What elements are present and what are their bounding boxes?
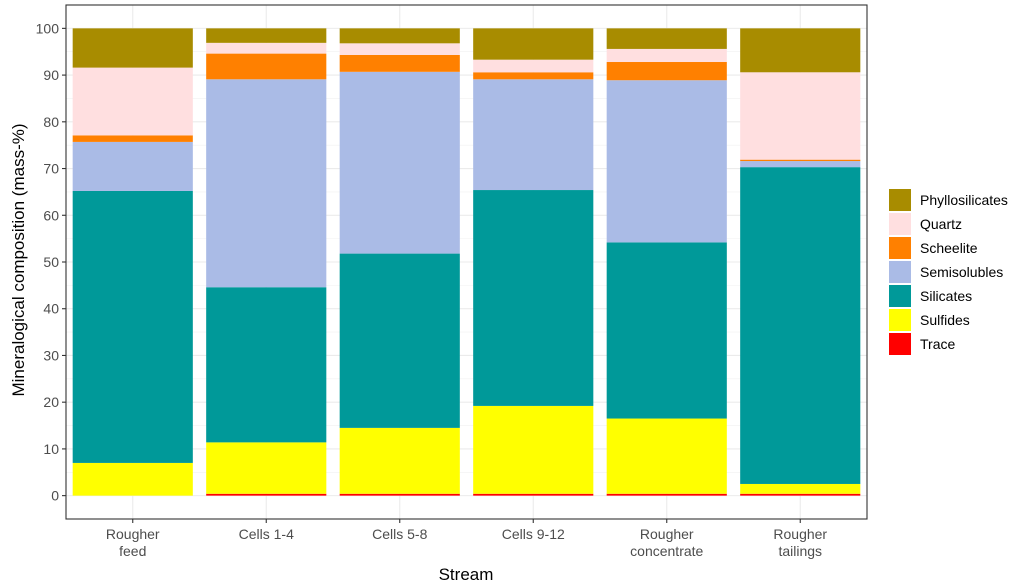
bar-segment-phyllosilicates (72, 28, 193, 68)
y-tick-label: 0 (51, 488, 59, 504)
bar-segment-scheelite (206, 53, 327, 80)
y-tick-label: 90 (43, 67, 59, 83)
bar-segment-semisolubles (473, 79, 594, 191)
bar-segment-semisolubles (339, 71, 460, 254)
legend-label-quartz: Quartz (920, 216, 962, 232)
bar-segment-semisolubles (206, 79, 327, 288)
bar-segment-scheelite (473, 72, 594, 80)
legend-key-semisolubles (889, 261, 911, 283)
bar-segment-silicates (339, 253, 460, 428)
bar-segment-quartz (339, 43, 460, 55)
bar-segment-quartz (72, 67, 193, 136)
legend-label-semisolubles: Semisolubles (920, 264, 1003, 280)
bar-segment-trace (206, 493, 327, 496)
x-tick-label: Rougher concentrate (630, 526, 703, 559)
legend-label-silicates: Silicates (920, 288, 972, 304)
y-tick-label: 70 (43, 161, 59, 177)
y-tick-label: 40 (43, 301, 59, 317)
legend-key-sulfides (889, 309, 911, 331)
bar-segment-sulfides (473, 405, 594, 494)
y-tick-label: 30 (43, 347, 59, 363)
bar-segment-quartz (206, 42, 327, 54)
bar-segment-semisolubles (72, 141, 193, 191)
y-tick-label: 100 (36, 20, 60, 36)
bar-segment-silicates (473, 190, 594, 406)
x-tick-label: Cells 1-4 (239, 526, 294, 542)
bar-segment-sulfides (72, 462, 193, 496)
bar-segment-scheelite (72, 135, 193, 142)
bar-segment-scheelite (339, 54, 460, 72)
y-axis: 0 10 20 30 40 50 60 70 80 90 100 (36, 20, 66, 504)
legend: Phyllosilicates Quartz Scheelite Semisolubl… (889, 189, 1008, 355)
legend-label-sulfides: Sulfides (920, 312, 970, 328)
bar-segment-phyllosilicates (740, 28, 861, 73)
bar-segment-trace (339, 493, 460, 496)
bar-segment-silicates (72, 190, 193, 463)
bar-segment-phyllosilicates (606, 28, 727, 49)
y-tick-label: 20 (43, 394, 59, 410)
y-tick-label: 50 (43, 254, 59, 270)
y-tick-label: 60 (43, 207, 59, 223)
legend-key-silicates (889, 285, 911, 307)
y-tick-label: 80 (43, 114, 59, 130)
x-tick-label: Rougher feed (106, 526, 160, 559)
bar-segment-phyllosilicates (206, 28, 327, 43)
bars (72, 28, 861, 496)
legend-key-phyllosilicates (889, 189, 911, 211)
bar-segment-sulfides (740, 483, 861, 494)
bar-segment-phyllosilicates (473, 28, 594, 60)
x-tick-label: Cells 9-12 (502, 526, 565, 542)
bar-segment-semisolubles (606, 80, 727, 243)
legend-key-trace (889, 333, 911, 355)
x-tick-label: Cells 5-8 (372, 526, 427, 542)
bar-segment-quartz (740, 72, 861, 160)
x-tick-label: Rougher tailings (773, 526, 827, 559)
bar-segment-trace (606, 493, 727, 496)
bar-segment-trace (473, 493, 594, 496)
x-axis: Rougher feed Cells 1-4 Cells 5-8 Cells 9-12 R… (106, 519, 827, 559)
bar-segment-scheelite (740, 159, 861, 162)
bar-segment-semisolubles (740, 161, 861, 168)
x-axis-title: Stream (439, 565, 494, 584)
bar-segment-phyllosilicates (339, 28, 460, 44)
legend-key-scheelite (889, 237, 911, 259)
bar-segment-silicates (606, 242, 727, 419)
legend-label-scheelite: Scheelite (920, 240, 978, 256)
bar-segment-quartz (473, 59, 594, 73)
bar-segment-sulfides (606, 418, 727, 494)
bar-segment-sulfides (206, 442, 327, 494)
legend-label-phyllosilicates: Phyllosilicates (920, 192, 1008, 208)
bar-segment-scheelite (606, 62, 727, 81)
bar-segment-trace (740, 493, 861, 496)
bar-segment-silicates (740, 167, 861, 484)
bar-segment-quartz (606, 48, 727, 63)
y-tick-label: 10 (43, 441, 59, 457)
y-axis-title: Mineralogical composition (mass-%) (9, 123, 28, 396)
legend-key-quartz (889, 213, 911, 235)
bar-segment-sulfides (339, 427, 460, 494)
legend-label-trace: Trace (920, 336, 955, 352)
bar-segment-silicates (206, 287, 327, 443)
